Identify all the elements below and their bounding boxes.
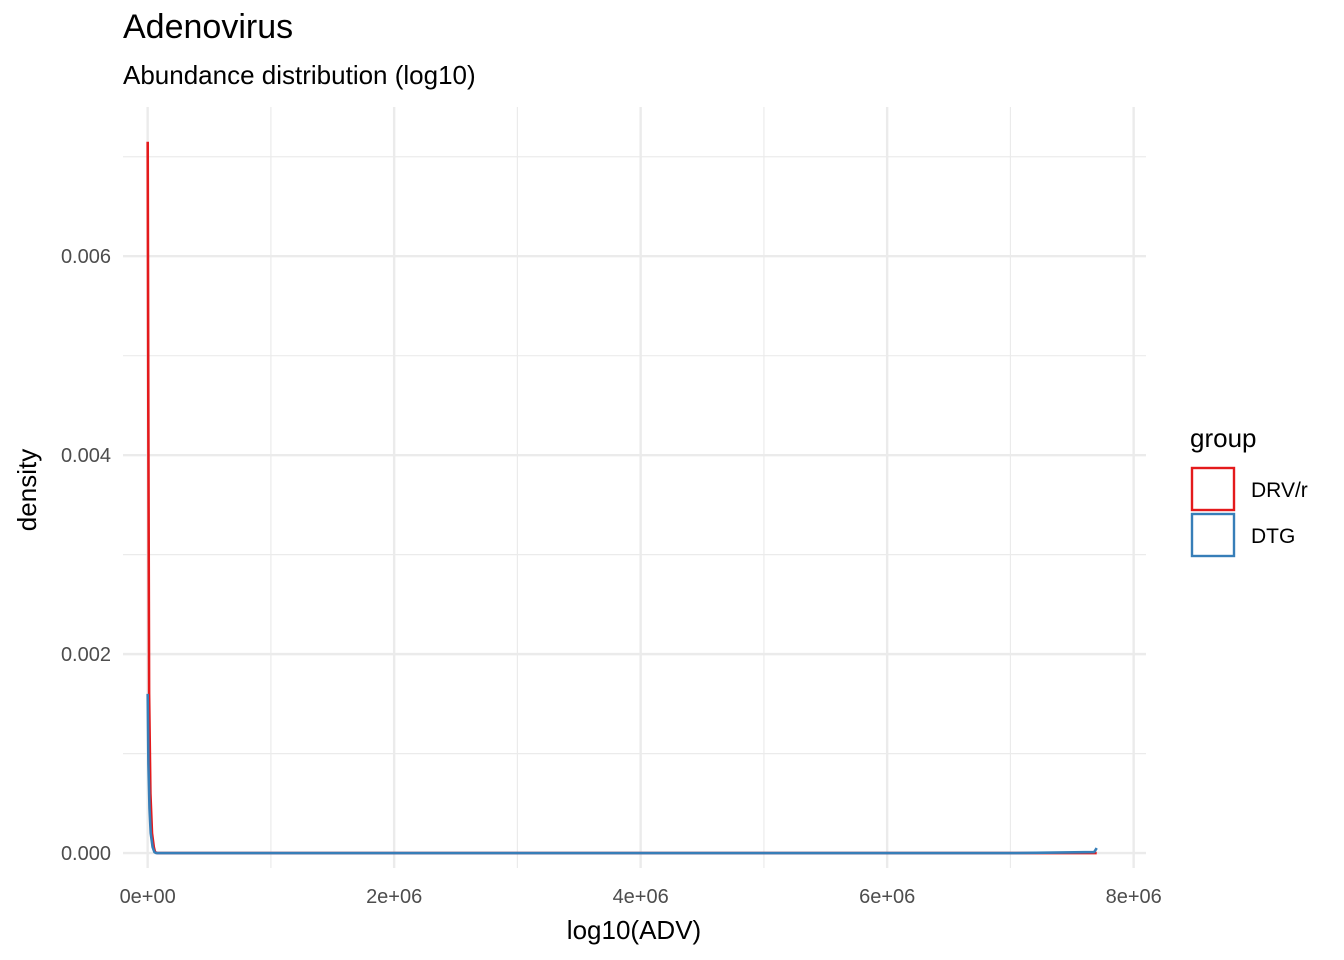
legend-key-drv-r bbox=[1190, 466, 1236, 512]
y-tick-label: 0.006 bbox=[61, 246, 111, 268]
legend-title: group bbox=[1190, 423, 1257, 453]
y-tick-label: 0.004 bbox=[61, 445, 111, 467]
tick-labels: 0e+00 2e+06 4e+06 6e+06 8e+06 0.000 0.002 0.004… bbox=[61, 246, 1162, 908]
grid bbox=[123, 107, 1146, 868]
x-tick-label: 6e+06 bbox=[859, 886, 915, 908]
x-tick-label: 2e+06 bbox=[366, 886, 422, 908]
y-tick-label: 0.002 bbox=[61, 644, 111, 666]
chart-subtitle: Abundance distribution (log10) bbox=[123, 60, 476, 90]
y-axis-title: density bbox=[12, 449, 42, 531]
y-tick-label: 0.000 bbox=[61, 843, 111, 865]
x-tick-label: 4e+06 bbox=[613, 886, 669, 908]
legend-key-dtg bbox=[1190, 512, 1236, 558]
series-line-dtg bbox=[146, 693, 1098, 855]
legend-label-drv-r: DRV/r bbox=[1251, 479, 1308, 502]
legend-label-dtg: DTG bbox=[1251, 525, 1295, 548]
series-lines bbox=[146, 141, 1098, 855]
chart-title: Adenovirus bbox=[123, 8, 294, 46]
x-tick-label: 8e+06 bbox=[1106, 886, 1162, 908]
x-tick-label: 0e+00 bbox=[120, 886, 176, 908]
legend: group DRV/r DTG bbox=[1190, 423, 1308, 558]
x-axis-title: log10(ADV) bbox=[567, 915, 701, 945]
series-line-drv-r bbox=[146, 141, 1097, 855]
